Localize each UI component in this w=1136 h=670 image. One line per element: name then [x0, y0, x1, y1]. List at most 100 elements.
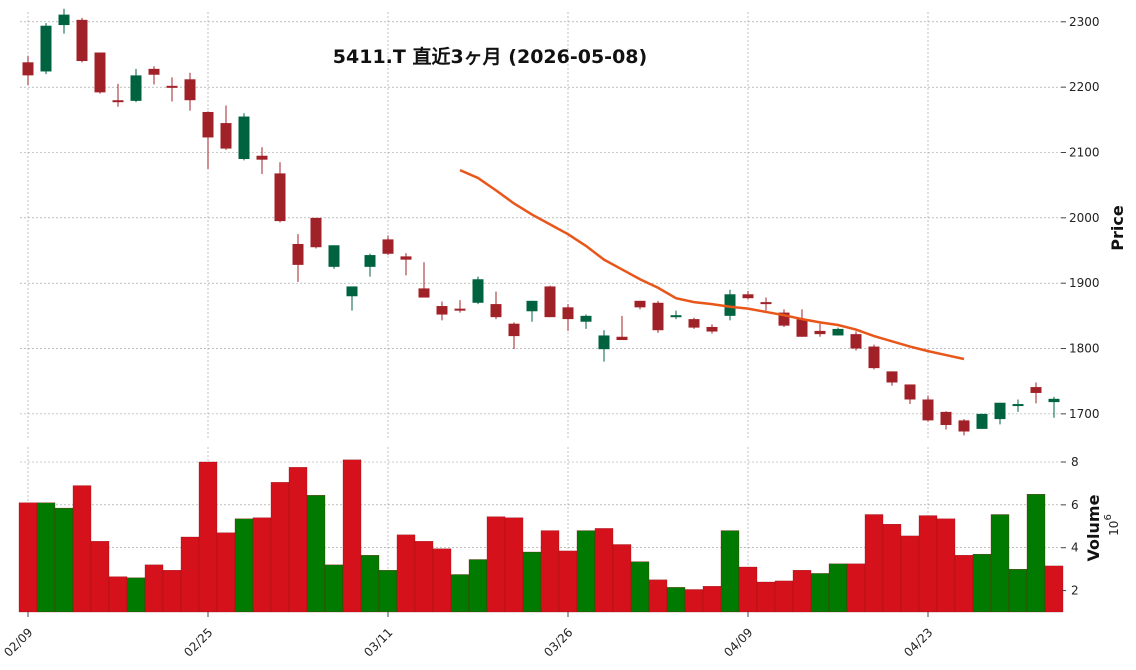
date-tick-label: 03/26: [541, 625, 575, 659]
volume-bar: [810, 573, 830, 613]
volume-axis-exponent: 106: [1103, 514, 1121, 536]
volume-bar: [1008, 568, 1028, 613]
candle-body: [580, 315, 592, 322]
candle-body: [652, 302, 664, 331]
date-tick-label: 02/09: [1, 625, 35, 659]
volume-bar: [1026, 493, 1046, 613]
candle-body: [976, 413, 988, 429]
volume-bar: [612, 544, 632, 613]
volume-bar: [396, 534, 416, 613]
volume-bar: [702, 586, 722, 613]
candle-body: [418, 288, 430, 298]
candle-body: [22, 62, 34, 76]
candle-body: [526, 300, 538, 312]
volume-bar: [126, 577, 146, 613]
volume-bar: [558, 550, 578, 613]
candle-body: [310, 217, 322, 248]
candle-body: [292, 243, 304, 265]
volume-bar: [864, 514, 884, 613]
volume-bar: [306, 495, 326, 613]
volume-bar: [36, 502, 56, 613]
volume-bar: [828, 563, 848, 613]
candle-body: [1030, 387, 1042, 393]
volume-bar: [108, 576, 128, 613]
volume-bar: [486, 516, 506, 613]
volume-bar: [666, 587, 686, 613]
candle-body: [166, 85, 178, 88]
volume-bar: [846, 563, 866, 613]
volume-bar: [360, 555, 380, 613]
volume-bar: [378, 570, 398, 613]
volume-bar: [288, 467, 308, 613]
volume-bar: [576, 530, 596, 613]
volume-bar: [162, 570, 182, 613]
candle-body: [940, 411, 952, 425]
candle-body: [796, 319, 808, 337]
price-tick-label: 1700: [1069, 407, 1100, 421]
volume-bar: [774, 580, 794, 613]
volume-tick-label: 8: [1071, 455, 1079, 469]
price-tick-label: 2100: [1069, 145, 1100, 159]
candle-body: [688, 319, 700, 328]
candlesticks: [22, 8, 1060, 436]
volume-bar: [252, 517, 272, 613]
price-tick-label: 2200: [1069, 80, 1100, 94]
volume-bar: [522, 551, 542, 613]
volume-tick-label: 6: [1071, 498, 1079, 512]
volume-bar: [882, 523, 902, 613]
volume-bar: [648, 579, 668, 613]
candle-body: [868, 346, 880, 369]
date-tick-label: 04/09: [721, 625, 755, 659]
volume-bar: [738, 566, 758, 613]
candle-body: [778, 312, 790, 326]
volume-bar: [324, 564, 344, 613]
candle-body: [994, 402, 1006, 420]
volume-bar: [198, 461, 218, 613]
candle-body: [742, 294, 754, 299]
candle-body: [328, 245, 340, 267]
candle-body: [1012, 404, 1024, 407]
candle-body: [346, 286, 358, 297]
candle-body: [634, 300, 646, 308]
candle-body: [130, 75, 142, 101]
volume-bar: [990, 514, 1010, 613]
volume-tick-label: 2: [1071, 584, 1079, 598]
candle-body: [382, 239, 394, 254]
date-tick-label: 04/23: [901, 625, 935, 659]
candle-body: [364, 255, 376, 267]
candle-body: [472, 279, 484, 303]
candle-body: [670, 315, 682, 318]
date-tick-label: 02/25: [181, 625, 215, 659]
candle-body: [922, 399, 934, 421]
volume-bar: [720, 530, 740, 613]
candle-body: [832, 328, 844, 336]
volume-bar: [144, 564, 164, 613]
volume-bar: [1044, 565, 1064, 613]
volume-bar: [216, 532, 236, 613]
price-tick-label: 1900: [1069, 276, 1100, 290]
volume-bar: [630, 561, 650, 613]
moving-average-line: [459, 168, 965, 361]
volume-bar: [918, 515, 938, 613]
date-axis-ticks: 02/09 02/25 03/11 03/26 04/09 04/23: [1, 612, 936, 660]
price-tick-label: 1800: [1069, 342, 1100, 356]
volume-bar: [432, 548, 452, 613]
candle-body: [562, 307, 574, 320]
volume-bar: [954, 555, 974, 613]
volume-bar: [900, 535, 920, 613]
candle-body: [76, 19, 88, 62]
volume-bars: [18, 459, 1064, 613]
volume-bar: [450, 574, 470, 613]
volume-tick-label: 4: [1071, 541, 1079, 555]
volume-axis-ticks: 2 4 6 8: [1061, 455, 1079, 598]
candle-body: [148, 68, 160, 75]
volume-bar: [504, 517, 524, 613]
price-tick-label: 2300: [1069, 15, 1100, 29]
candle-body: [850, 334, 862, 349]
volume-bar: [18, 502, 38, 613]
volume-bar: [756, 581, 776, 613]
volume-axis-label: Volume: [1084, 494, 1103, 561]
volume-bar: [936, 518, 956, 613]
candle-body: [1048, 398, 1060, 403]
